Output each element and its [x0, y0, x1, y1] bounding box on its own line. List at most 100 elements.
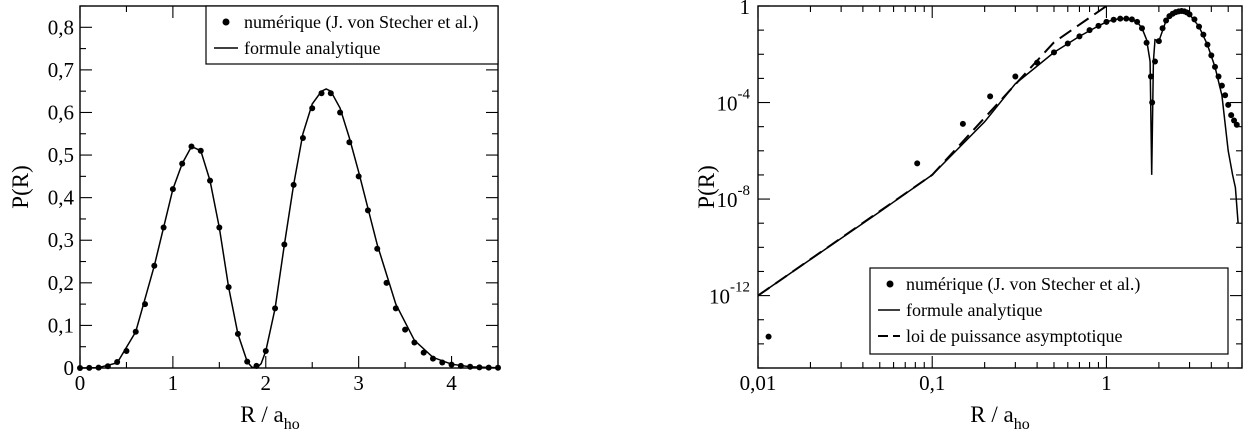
numeric-data-point — [1138, 25, 1145, 32]
numeric-data-point — [253, 362, 260, 369]
y-tick-label: 0 — [64, 356, 75, 380]
numeric-data-point — [914, 160, 921, 167]
y-tick-label: 10-12 — [709, 280, 750, 309]
x-tick-label: 3 — [353, 371, 364, 395]
numeric-data-point — [1233, 121, 1240, 128]
x-tick-label: 0 — [75, 371, 86, 395]
numeric-data-point — [1123, 15, 1130, 22]
x-axis-title-left: R / aho — [240, 402, 299, 433]
numeric-data-point — [1159, 25, 1166, 32]
y-tick-label: 0,6 — [48, 100, 74, 124]
legend-label: formule analytique — [906, 300, 1042, 320]
numeric-data-point — [1231, 117, 1238, 124]
y-tick-label: 10-4 — [717, 87, 751, 116]
numeric-data-point — [1147, 73, 1154, 80]
numeric-data-point — [86, 364, 93, 371]
numeric-data-point — [1086, 27, 1093, 34]
legend-label: loi de puissance asymptotique — [906, 326, 1122, 346]
numeric-data-point — [151, 262, 158, 269]
numeric-data-point — [1200, 31, 1207, 38]
numeric-data-point — [374, 245, 381, 252]
numeric-data-point — [457, 362, 464, 369]
x-tick-label: 2 — [261, 371, 272, 395]
numeric-data-point — [1204, 41, 1211, 48]
numeric-data-point — [1134, 18, 1141, 25]
numeric-data-point — [77, 365, 83, 371]
y-tick-label: 0,3 — [48, 228, 74, 252]
legend-label: numérique (J. von Stecher et al.) — [244, 12, 478, 33]
numeric-data-point — [225, 284, 232, 291]
numeric-data-point — [142, 301, 149, 308]
numeric-data-point — [495, 364, 501, 371]
numeric-data-point — [123, 347, 130, 354]
numeric-data-point — [1143, 39, 1150, 46]
y-tick-label: 0,5 — [48, 143, 74, 167]
linear-chart-panel: 0 1 2 3 4 0 0,1 0,2 0,3 0,4 0,5 0,6 0,7 0,8 numérique… — [8, 5, 501, 433]
numeric-data-point — [188, 143, 195, 150]
x-axis-title-left-sub: ho — [284, 416, 300, 433]
x-axis-title-left-main: R / a — [240, 402, 283, 427]
numeric-data-point — [1149, 99, 1156, 106]
analytic-curve — [757, 10, 1239, 297]
numeric-data-point — [104, 363, 111, 370]
y-axis-title-left: P(R) — [8, 165, 33, 208]
numeric-data-point — [1117, 15, 1124, 22]
y-tick-base: 10 — [717, 92, 738, 116]
legend-left: numérique (J. von Stecher et al.) formule… — [205, 5, 499, 65]
numeric-data-point — [1191, 16, 1198, 23]
numeric-data-point — [364, 207, 371, 214]
numeric-data-point — [1225, 101, 1232, 108]
numeric-data-point — [272, 305, 279, 312]
numeric-data-point — [309, 105, 316, 112]
numeric-data-point — [987, 93, 994, 100]
numeric-data-point — [1012, 73, 1019, 80]
plot-frame-right — [757, 5, 1243, 369]
y-tick-label: 0,7 — [48, 58, 74, 82]
numeric-data-point — [1163, 17, 1170, 24]
x-tick-label: 0,1 — [919, 371, 945, 395]
numeric-data-point — [95, 364, 102, 371]
numeric-data-point — [1155, 38, 1162, 45]
y-axis-title-right: P(R) — [694, 165, 719, 208]
x-axis-title-right: R / aho — [970, 402, 1029, 433]
y-tick-label: 1 — [740, 0, 751, 19]
series-right — [757, 5, 1240, 340]
legend-dot-marker — [222, 18, 230, 26]
legend-box — [205, 5, 499, 65]
numeric-data-point — [1095, 22, 1102, 29]
y-tick-label: 0,8 — [48, 15, 74, 39]
numeric-data-point — [420, 349, 427, 356]
numeric-data-point — [959, 120, 966, 127]
numeric-data-point — [114, 359, 121, 366]
y-tick-exponent: -4 — [738, 87, 751, 103]
numeric-data-point — [244, 358, 251, 365]
y-tick-label: 0,4 — [48, 186, 75, 210]
y-tick-base: 10 — [709, 285, 730, 309]
x-axis-title-right-sub: ho — [1014, 416, 1030, 433]
numeric-data-point — [765, 333, 772, 340]
numeric-data-point — [132, 328, 139, 335]
numeric-data-point — [1186, 11, 1193, 18]
y-tick-base: 1 — [740, 0, 751, 19]
x-tick-label: 4 — [446, 371, 457, 395]
numeric-data-point — [1222, 92, 1229, 99]
y-tick-base: 10 — [717, 188, 738, 212]
numeric-data-point — [197, 147, 204, 154]
numeric-data-point — [234, 330, 241, 337]
numeric-data-point — [355, 173, 362, 180]
numeric-data-point — [1212, 63, 1219, 70]
numeric-data-point — [1228, 112, 1235, 119]
numeric-data-point — [1034, 59, 1041, 66]
x-axis-title-right-main: R / a — [970, 402, 1013, 427]
y-tick-label: 0,1 — [48, 313, 74, 337]
numeric-data-point — [262, 347, 269, 354]
x-tick-label: 1 — [1101, 371, 1112, 395]
numeric-data-point — [467, 363, 474, 370]
numeric-data-point — [179, 160, 186, 167]
numeric-data-point — [1208, 52, 1215, 59]
numeric-data-point — [299, 135, 306, 142]
numeric-data-point — [392, 305, 399, 312]
numeric-data-point — [281, 241, 288, 248]
